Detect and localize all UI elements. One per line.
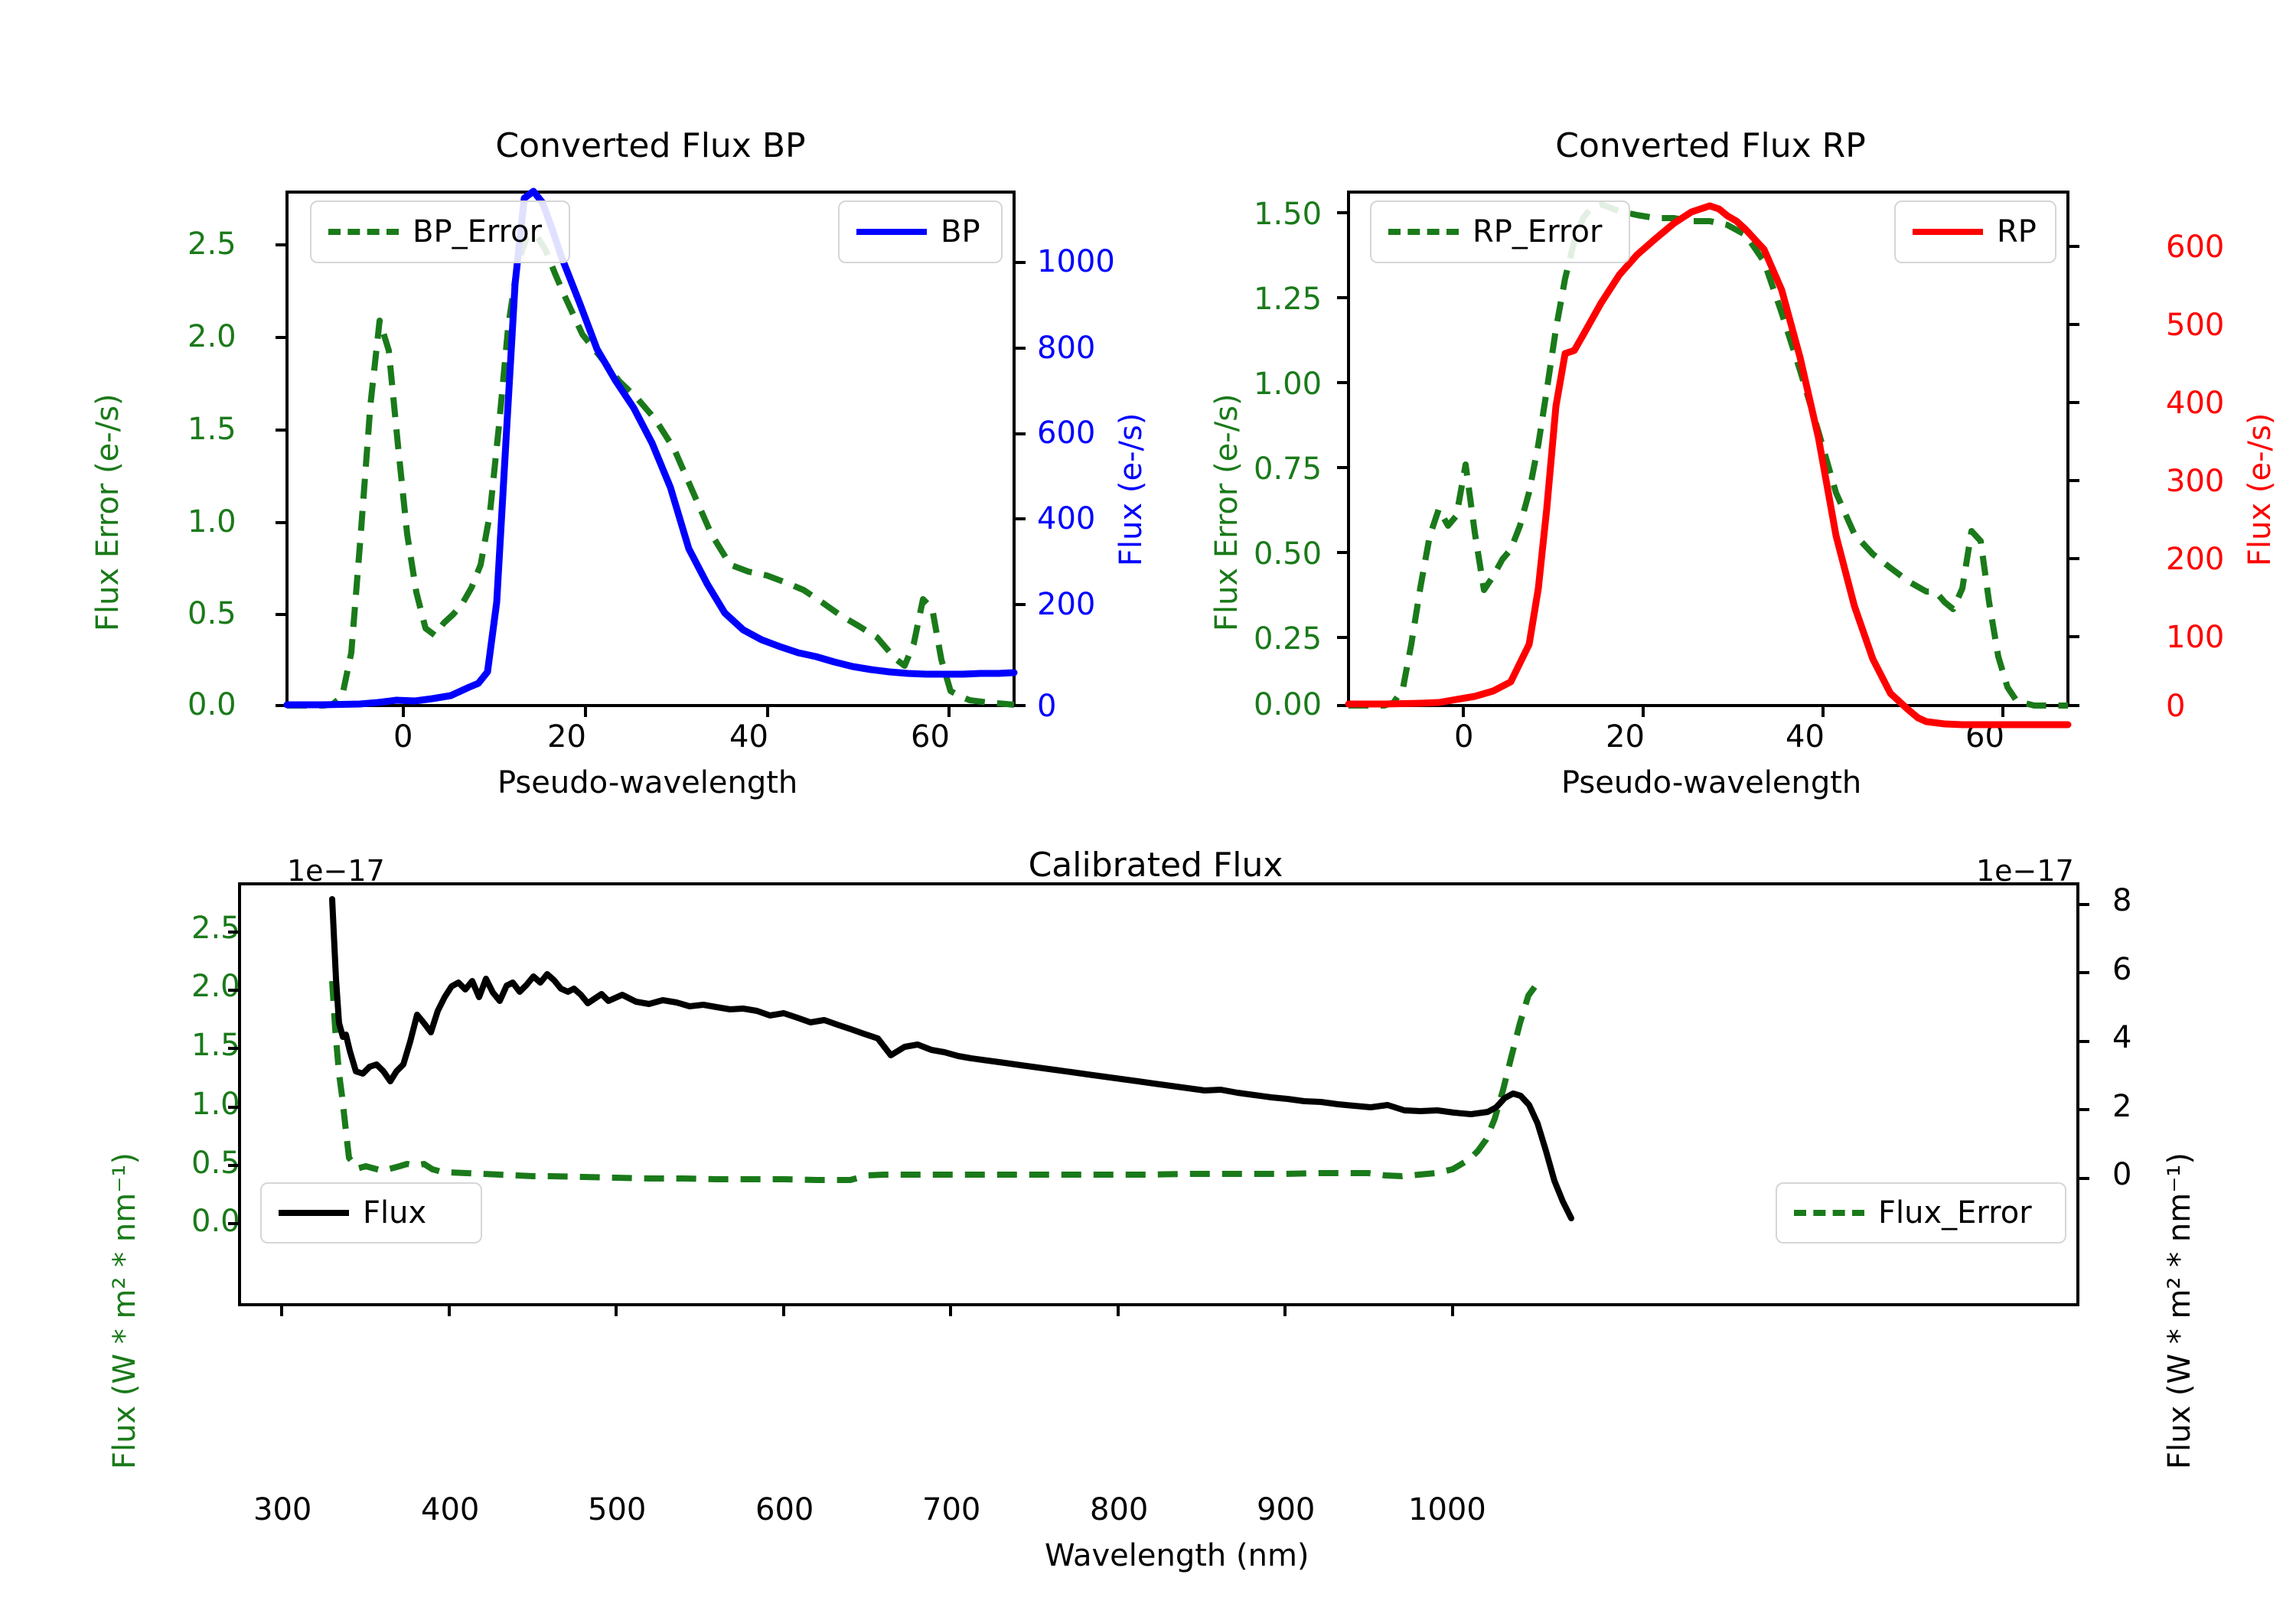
- calibrated-ytick-right-0: 0: [2112, 1157, 2132, 1192]
- bp-flux-legend-label: BP: [941, 214, 980, 249]
- calibrated-error-legend-swatch: [1794, 1210, 1864, 1216]
- bp-xtick-3: 60: [911, 719, 950, 755]
- bp-ytick-right-1: 200: [1037, 587, 1096, 622]
- calibrated-legend-flux[interactable]: Flux: [260, 1182, 482, 1244]
- calibrated-flux-legend-label: Flux: [363, 1195, 427, 1231]
- rp-panel-title: Converted Flux RP: [1555, 126, 1866, 165]
- rp-ytick-left-5: 1.25: [1254, 282, 1322, 317]
- bp-ytick-left-2: 1.5: [188, 412, 236, 447]
- calibrated-ytick-left-1: 0.5: [191, 1146, 240, 1181]
- calibrated-xtick-5: 800: [1090, 1492, 1149, 1527]
- bp-ytick-right-2: 400: [1037, 501, 1096, 536]
- rp-plot-area: [1337, 191, 2079, 729]
- rp-ytick-right-6: 600: [2166, 230, 2225, 265]
- rp-ytick-left-3: 0.75: [1254, 451, 1322, 487]
- calibrated-ytick-right-2: 4: [2112, 1020, 2132, 1055]
- panel-converted-flux-rp: Converted Flux RP Flux Error (e-/s) Flux…: [1148, 0, 2296, 811]
- rp-xtick-1: 20: [1606, 719, 1645, 755]
- bp-legend-flux[interactable]: BP: [838, 200, 1003, 263]
- bp-ytick-right-0: 0: [1037, 689, 1057, 724]
- rp-ytick-right-0: 0: [2166, 689, 2186, 724]
- bp-ytick-left-3: 1.0: [188, 504, 236, 539]
- calibrated-ytick-left-5: 2.5: [191, 911, 240, 946]
- rp-error-legend-label: RP_Error: [1473, 214, 1603, 249]
- bp-xtick-0: 0: [393, 719, 413, 755]
- rp-xlabel: Pseudo-wavelength: [1561, 765, 1862, 800]
- calibrated-ytick-left-0: 0.0: [191, 1204, 240, 1239]
- rp-ytick-right-2: 200: [2166, 542, 2225, 577]
- calibrated-legend-error[interactable]: Flux_Error: [1776, 1182, 2066, 1244]
- rp-ytick-right-1: 100: [2166, 620, 2225, 655]
- rp-flux-legend-label: RP: [1997, 214, 2037, 249]
- bp-xtick-1: 20: [547, 719, 586, 755]
- calibrated-xtick-2: 500: [588, 1492, 647, 1527]
- calibrated-xtick-7: 1000: [1408, 1492, 1486, 1527]
- bp-error-legend-label: BP_Error: [413, 214, 543, 249]
- bp-error-legend-swatch: [328, 229, 399, 235]
- calibrated-ytick-left-2: 1.0: [191, 1087, 240, 1122]
- rp-xtick-0: 0: [1454, 719, 1474, 755]
- rp-legend-error[interactable]: RP_Error: [1370, 200, 1630, 263]
- bp-flux-legend-swatch: [856, 229, 927, 235]
- calibrated-ytick-right-1: 2: [2112, 1089, 2132, 1124]
- bp-panel-title: Converted Flux BP: [495, 126, 806, 165]
- calibrated-xlabel: Wavelength (nm): [1045, 1538, 1309, 1573]
- calibrated-offset-left: 1e−17: [287, 854, 385, 888]
- rp-ytick-left-6: 1.50: [1254, 197, 1322, 232]
- panel-calibrated-flux: Calibrated Flux 1e−17 1e−17 Flux (W * m²…: [0, 811, 2296, 1607]
- calibrated-xtick-0: 300: [253, 1492, 312, 1527]
- calibrated-flux-curve: [329, 896, 1574, 1221]
- rp-error-legend-swatch: [1388, 229, 1459, 235]
- bp-ytick-right-5: 1000: [1037, 244, 1115, 279]
- rp-ytick-left-1: 0.25: [1254, 621, 1322, 657]
- bp-legend-error[interactable]: BP_Error: [310, 200, 570, 263]
- calibrated-plot-area: [228, 882, 2089, 1316]
- rp-ytick-left-4: 1.00: [1254, 367, 1322, 402]
- calibrated-ytick-left-3: 1.5: [191, 1028, 240, 1063]
- bp-ytick-left-0: 2.5: [188, 227, 236, 262]
- bp-ytick-right-3: 600: [1037, 416, 1096, 451]
- calibrated-panel-title: Calibrated Flux: [1028, 846, 1283, 885]
- rp-flux-legend-swatch: [1913, 229, 1983, 235]
- bp-xtick-2: 40: [729, 719, 768, 755]
- bp-plot-area: [276, 187, 1026, 717]
- calibrated-offset-right: 1e−17: [1976, 854, 2074, 888]
- calibrated-ytick-left-4: 2.0: [191, 969, 240, 1004]
- panel-converted-flux-bp: Converted Flux BP Flux Error (e-/s) Flux…: [0, 0, 1149, 811]
- calibrated-error-legend-label: Flux_Error: [1878, 1195, 2032, 1231]
- rp-ytick-left-2: 0.50: [1254, 536, 1322, 572]
- rp-xtick-2: 40: [1786, 719, 1825, 755]
- rp-legend-flux[interactable]: RP: [1894, 200, 2056, 263]
- calibrated-xtick-4: 700: [922, 1492, 981, 1527]
- calibrated-error-curve: [329, 980, 1540, 1183]
- rp-ytick-right-4: 400: [2166, 386, 2225, 421]
- bp-ytick-left-5: 0.0: [188, 687, 236, 722]
- calibrated-xtick-1: 400: [421, 1492, 480, 1527]
- rp-flux-curve: [1345, 202, 2072, 729]
- bp-ytick-right-4: 800: [1037, 331, 1096, 366]
- bp-ytick-left-1: 2.0: [188, 319, 236, 354]
- calibrated-xtick-3: 600: [755, 1492, 814, 1527]
- bp-series-curves: [283, 187, 1018, 709]
- bp-xlabel: Pseudo-wavelength: [497, 765, 798, 800]
- calibrated-ytick-right-4: 8: [2112, 883, 2132, 918]
- calibrated-ytick-right-3: 6: [2112, 952, 2132, 987]
- bp-error-curve: [287, 231, 1015, 709]
- rp-ytick-right-5: 500: [2166, 308, 2225, 343]
- calibrated-xtick-6: 900: [1257, 1492, 1316, 1527]
- rp-ytick-left-0: 0.00: [1254, 687, 1322, 722]
- calibrated-flux-legend-swatch: [279, 1210, 349, 1216]
- rp-ytick-right-3: 300: [2166, 464, 2225, 499]
- rp-error-curve: [1349, 201, 2068, 709]
- rp-series-curves: [1345, 201, 2072, 729]
- bp-ytick-left-4: 0.5: [188, 596, 236, 631]
- bp-flux-curve: [283, 187, 1018, 709]
